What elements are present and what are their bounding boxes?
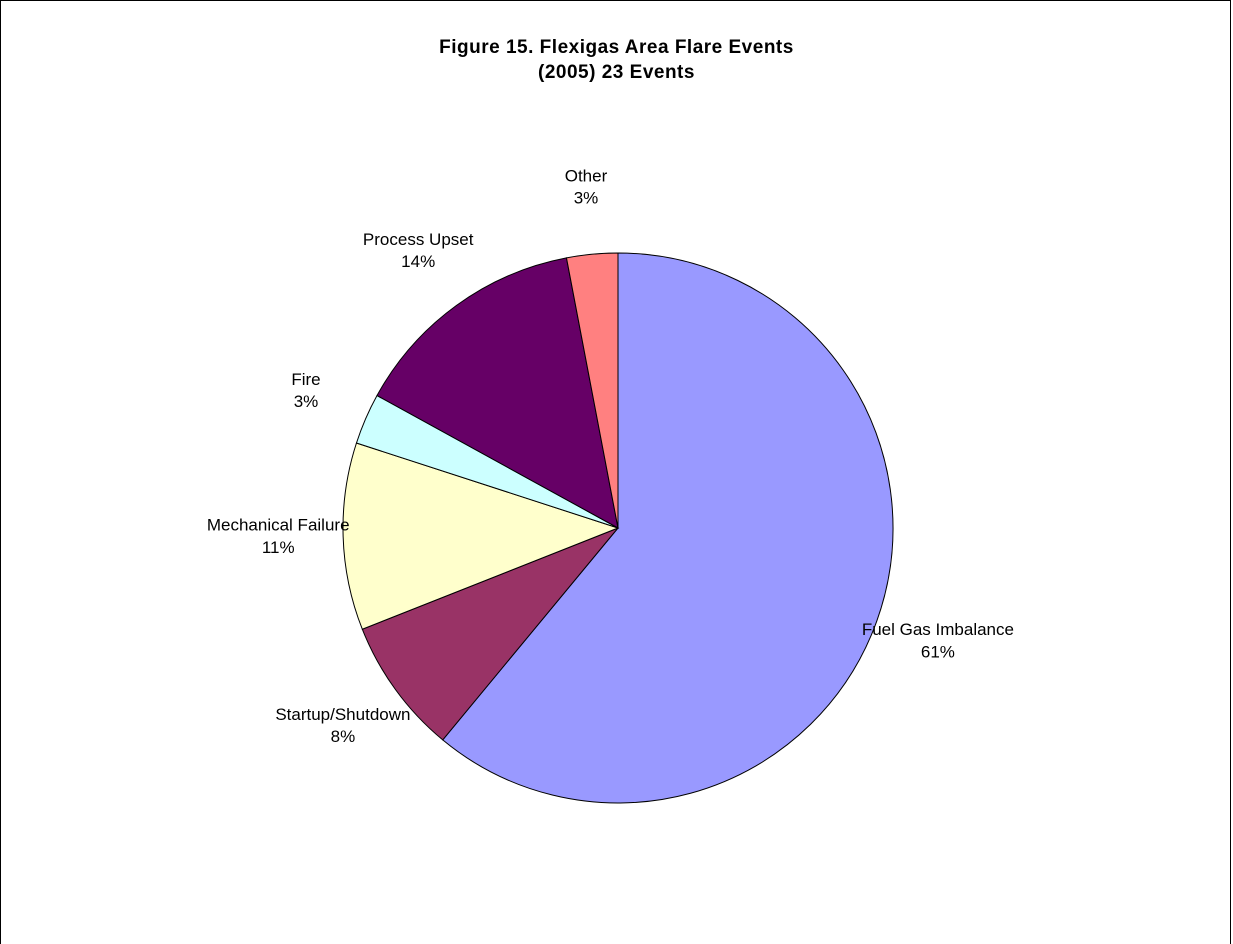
chart-subtitle: (2005) 23 Events [538,62,695,83]
pie-slice-process-upset [376,257,619,529]
slice-label-fire: Fire 3% [291,370,320,411]
chart-title: Figure 15. Flexigas Area Flare Events [439,37,794,58]
slice-label-fuel-gas-imbalance: Fuel Gas Imbalance 61% [862,620,1014,661]
slice-label-startup-shutdown: Startup/Shutdown 8% [275,705,410,746]
pie-slice-fuel-gas-imbalance [442,252,894,804]
slice-label-process-upset: Process Upset 14% [363,230,474,271]
slice-label-mechanical-failure: Mechanical Failure 11% [207,516,350,557]
pie-slice-mechanical-failure [342,442,620,630]
pie-slice-other [565,252,619,529]
pie-slice-startup-shutdown [361,527,619,741]
slice-label-other: Other 3% [565,167,608,208]
